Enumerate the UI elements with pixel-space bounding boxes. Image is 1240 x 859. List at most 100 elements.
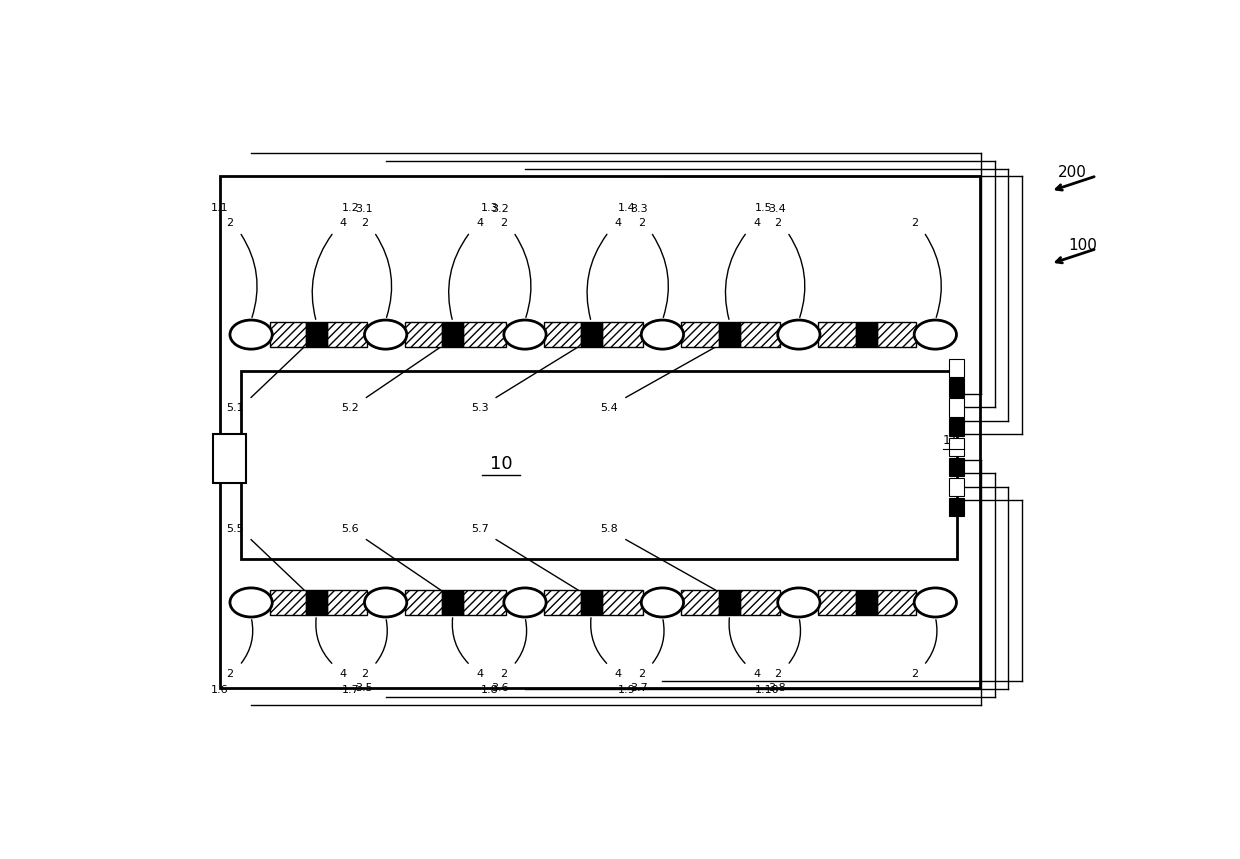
- Circle shape: [777, 588, 820, 617]
- Text: 3.6: 3.6: [491, 684, 508, 693]
- Bar: [949, 458, 965, 476]
- Text: 1.7: 1.7: [341, 685, 360, 695]
- Bar: [221, 176, 980, 688]
- Bar: [213, 434, 247, 484]
- Bar: [544, 590, 580, 615]
- Text: 4: 4: [340, 218, 347, 228]
- Bar: [856, 590, 877, 615]
- Bar: [306, 322, 327, 347]
- Text: 10: 10: [490, 454, 512, 472]
- Bar: [877, 322, 916, 347]
- Circle shape: [641, 320, 683, 349]
- Text: 5.6: 5.6: [341, 524, 358, 534]
- Text: 4: 4: [476, 669, 484, 679]
- Bar: [740, 322, 780, 347]
- Bar: [818, 590, 856, 615]
- Text: 4: 4: [753, 669, 760, 679]
- Bar: [740, 322, 780, 347]
- Text: 2: 2: [774, 669, 781, 679]
- Circle shape: [777, 320, 820, 349]
- Text: 2: 2: [637, 669, 645, 679]
- Bar: [464, 590, 506, 615]
- Text: 3.1: 3.1: [355, 204, 372, 214]
- Text: 3.5: 3.5: [355, 684, 372, 693]
- Text: 2: 2: [910, 218, 918, 228]
- Bar: [601, 322, 644, 347]
- Bar: [949, 399, 965, 417]
- Bar: [949, 359, 965, 377]
- Text: 1.1: 1.1: [211, 203, 228, 212]
- Text: 5.7: 5.7: [471, 524, 489, 534]
- Circle shape: [229, 320, 273, 349]
- Bar: [464, 322, 506, 347]
- Text: 5.8: 5.8: [600, 524, 619, 534]
- Text: 1.2: 1.2: [341, 203, 360, 212]
- Bar: [877, 322, 916, 347]
- Bar: [740, 590, 780, 615]
- Bar: [682, 322, 719, 347]
- Bar: [601, 590, 644, 615]
- Text: 5.2: 5.2: [341, 403, 358, 412]
- Bar: [544, 322, 580, 347]
- Text: 4: 4: [340, 669, 347, 679]
- Text: 2: 2: [361, 218, 368, 228]
- Text: 100: 100: [1068, 238, 1097, 253]
- Text: 1.9: 1.9: [619, 685, 636, 695]
- Text: 5.4: 5.4: [600, 403, 619, 412]
- Circle shape: [229, 588, 273, 617]
- Text: 1.10: 1.10: [755, 685, 779, 695]
- Text: 5.1: 5.1: [226, 403, 243, 412]
- Text: 2: 2: [500, 669, 507, 679]
- Text: 1.5: 1.5: [755, 203, 773, 212]
- Text: 2: 2: [500, 218, 507, 228]
- Bar: [949, 379, 965, 397]
- Circle shape: [914, 588, 956, 617]
- Circle shape: [503, 588, 546, 617]
- Text: 1.6: 1.6: [211, 685, 228, 695]
- Text: 3.4: 3.4: [768, 204, 786, 214]
- Bar: [544, 590, 580, 615]
- Bar: [464, 590, 506, 615]
- Bar: [818, 322, 856, 347]
- Text: 2: 2: [361, 669, 368, 679]
- Text: 3.3: 3.3: [630, 204, 647, 214]
- Bar: [270, 590, 306, 615]
- Bar: [404, 590, 443, 615]
- Text: 3.2: 3.2: [491, 204, 510, 214]
- Bar: [856, 322, 877, 347]
- Text: 2: 2: [910, 669, 918, 679]
- Bar: [270, 590, 306, 615]
- Bar: [242, 371, 957, 559]
- Bar: [877, 590, 916, 615]
- Text: 11: 11: [942, 434, 959, 447]
- Bar: [818, 590, 856, 615]
- Bar: [719, 590, 740, 615]
- Text: 4: 4: [476, 218, 484, 228]
- Bar: [544, 322, 580, 347]
- Bar: [580, 590, 601, 615]
- Text: 4: 4: [753, 218, 760, 228]
- Bar: [443, 590, 464, 615]
- Text: 3.8: 3.8: [768, 684, 786, 693]
- Text: 5.3: 5.3: [471, 403, 489, 412]
- Bar: [682, 590, 719, 615]
- Text: 2: 2: [637, 218, 645, 228]
- Text: 3.7: 3.7: [630, 684, 647, 693]
- Bar: [601, 590, 644, 615]
- Bar: [327, 322, 367, 347]
- Bar: [327, 590, 367, 615]
- Bar: [270, 322, 306, 347]
- Text: 1.3: 1.3: [481, 203, 498, 212]
- Bar: [818, 322, 856, 347]
- Bar: [719, 322, 740, 347]
- Bar: [682, 322, 719, 347]
- Bar: [949, 497, 965, 515]
- Bar: [270, 322, 306, 347]
- Circle shape: [641, 588, 683, 617]
- Bar: [580, 322, 601, 347]
- Text: 5.5: 5.5: [226, 524, 243, 534]
- Bar: [327, 322, 367, 347]
- Text: 1.8: 1.8: [481, 685, 498, 695]
- Text: 2: 2: [227, 218, 233, 228]
- Bar: [877, 590, 916, 615]
